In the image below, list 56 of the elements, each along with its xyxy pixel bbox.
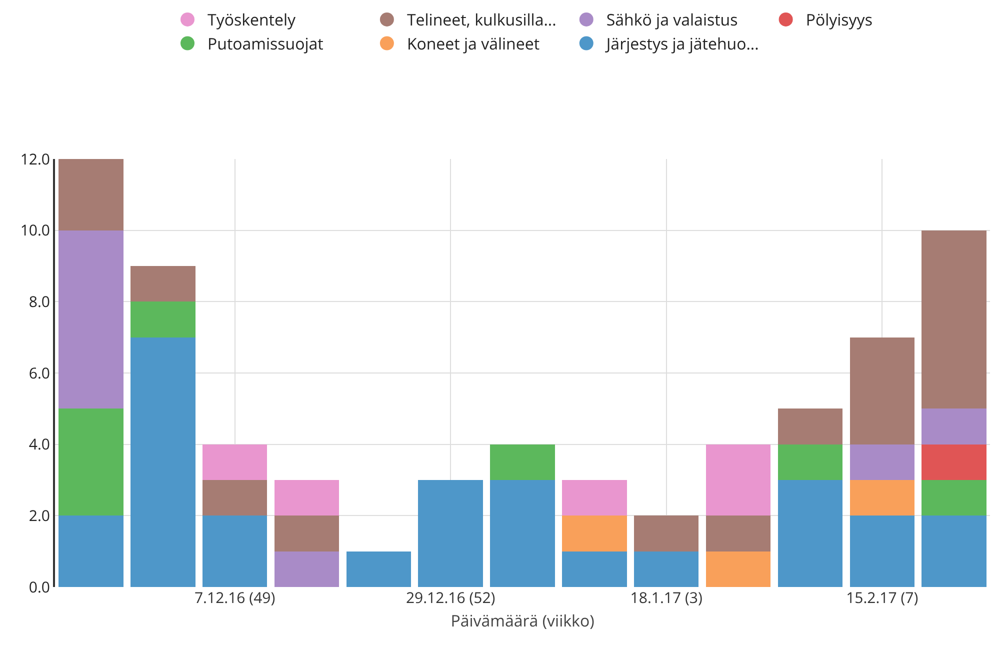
- bar: [922, 516, 986, 587]
- bar: [562, 480, 627, 516]
- bar: [850, 444, 914, 480]
- bar: [562, 516, 627, 552]
- bar: [778, 480, 843, 587]
- bar: [202, 480, 268, 516]
- bar: [202, 444, 268, 480]
- legend-label: Pölyisyys: [806, 8, 872, 31]
- bar: [490, 444, 555, 480]
- bar: [274, 551, 340, 587]
- x-tick-label: 18.1.17 (3): [630, 588, 702, 608]
- legend-label: Putoamissuojat: [208, 32, 324, 54]
- bar: [706, 516, 771, 552]
- bar: [922, 480, 986, 516]
- y-tick-label: 8.0: [28, 292, 50, 312]
- legend-label: Sähkö ja valaistus: [606, 8, 738, 31]
- bar: [850, 480, 914, 516]
- x-tick-label: 15.2.17 (7): [846, 588, 918, 608]
- y-tick-label: 6.0: [28, 363, 50, 384]
- bar: [202, 516, 268, 587]
- x-axis-title: Päivämäärä (viikko): [450, 610, 595, 632]
- bar: [922, 230, 986, 409]
- bar: [778, 408, 843, 444]
- bar: [58, 230, 124, 409]
- bar: [274, 516, 340, 552]
- y-tick-label: 2.0: [28, 506, 50, 526]
- bar: [562, 551, 627, 587]
- bar: [922, 444, 986, 480]
- bar: [274, 480, 340, 516]
- y-tick-label: 12.0: [20, 149, 50, 170]
- bar: [130, 266, 196, 302]
- bar: [490, 480, 555, 587]
- bar: [58, 516, 124, 587]
- bar: [346, 551, 412, 587]
- bar: [130, 337, 196, 587]
- x-tick-label: 7.12.16 (49): [194, 588, 276, 608]
- y-tick-label: 4.0: [28, 434, 50, 455]
- bar: [850, 516, 914, 587]
- bar: [130, 302, 196, 338]
- bar: [58, 408, 124, 516]
- legend-label: Telineet, kulkusilla...: [406, 8, 556, 31]
- bar: [634, 551, 699, 587]
- bar: [922, 408, 986, 444]
- y-tick-label: 0.0: [28, 577, 50, 598]
- bar: [706, 444, 771, 516]
- bar: [634, 516, 699, 552]
- legend-label: Työskentely: [208, 8, 297, 31]
- bar: [778, 444, 843, 480]
- bar: [58, 159, 124, 230]
- y-tick-label: 10.0: [20, 220, 50, 241]
- legend-label: Järjestys ja jätehuo...: [604, 32, 759, 54]
- x-tick-label: 29.12.16 (52): [406, 588, 496, 608]
- bar: [706, 551, 771, 587]
- legend-label: Koneet ja välineet: [406, 32, 540, 54]
- bar: [418, 480, 483, 587]
- bar: [850, 337, 914, 444]
